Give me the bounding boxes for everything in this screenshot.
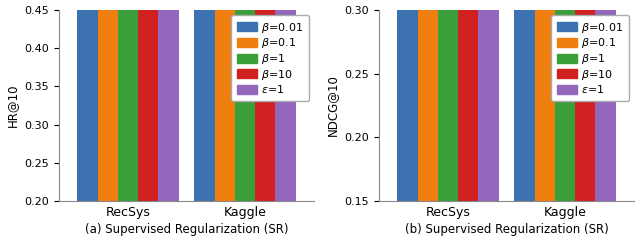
Bar — [235, 0, 255, 201]
X-axis label: (b) Supervised Regularization (SR): (b) Supervised Regularization (SR) — [404, 223, 609, 236]
Legend: $\beta$=0.01, $\beta$=0.1, $\beta$=1, $\beta$=10, $\epsilon$=1: $\beta$=0.01, $\beta$=0.1, $\beta$=1, $\… — [231, 15, 309, 101]
Y-axis label: HR@10: HR@10 — [6, 84, 19, 127]
Bar — [534, 0, 555, 201]
Y-axis label: NDCG@10: NDCG@10 — [326, 75, 339, 136]
Bar — [595, 0, 616, 201]
Bar — [97, 0, 118, 201]
Bar — [458, 0, 479, 201]
Bar — [275, 0, 296, 201]
Bar — [118, 0, 138, 201]
Bar — [77, 0, 97, 201]
Bar — [555, 0, 575, 201]
Bar — [575, 0, 595, 201]
Bar — [417, 0, 438, 201]
Bar — [438, 0, 458, 201]
Bar — [397, 0, 417, 201]
Bar — [159, 0, 179, 201]
Legend: $\beta$=0.01, $\beta$=0.1, $\beta$=1, $\beta$=10, $\epsilon$=1: $\beta$=0.01, $\beta$=0.1, $\beta$=1, $\… — [551, 15, 629, 101]
Bar — [214, 0, 235, 201]
X-axis label: (a) Supervised Regularization (SR): (a) Supervised Regularization (SR) — [84, 223, 288, 236]
Bar — [479, 0, 499, 201]
Bar — [138, 0, 159, 201]
Bar — [195, 0, 214, 201]
Bar — [255, 5, 275, 201]
Bar — [515, 0, 534, 201]
